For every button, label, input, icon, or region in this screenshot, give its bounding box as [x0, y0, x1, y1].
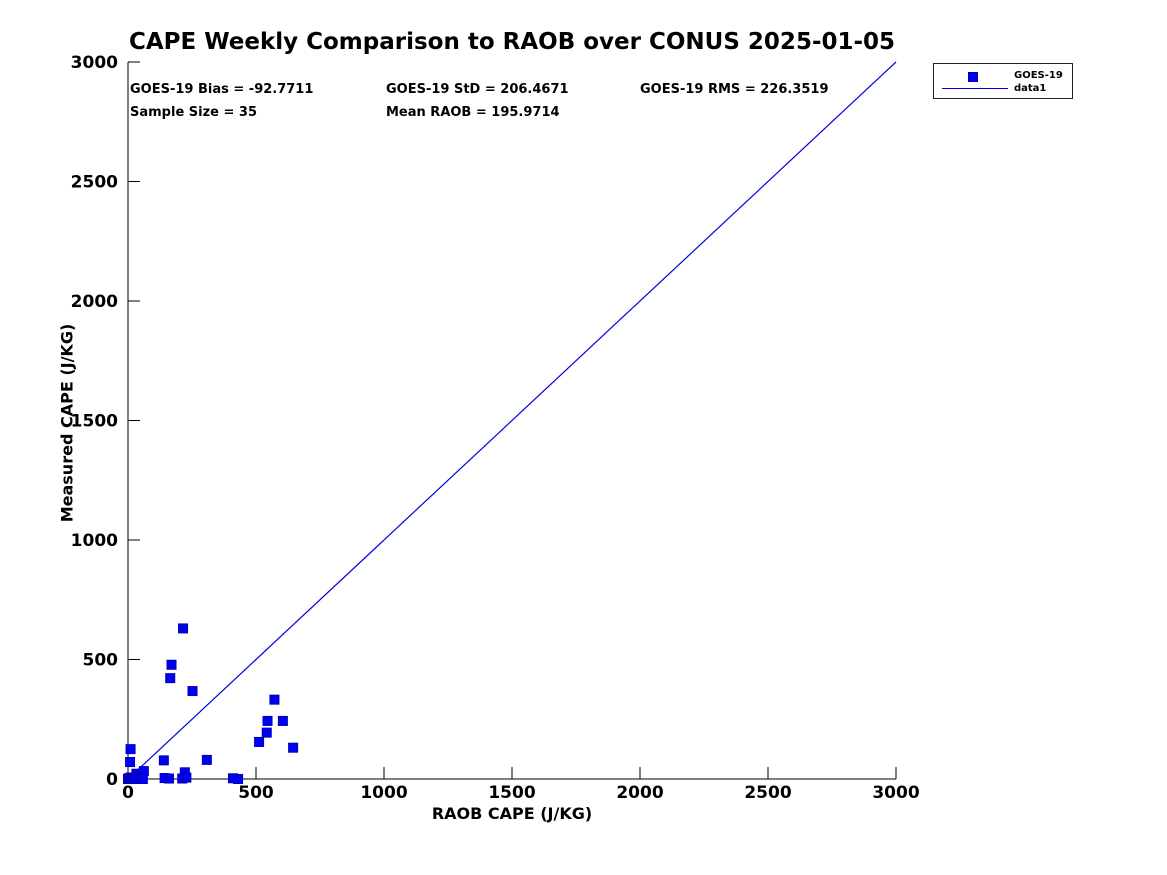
data-point-marker — [125, 744, 136, 755]
stat-mean-raob: Mean RAOB = 195.9714 — [386, 105, 560, 120]
data-point-marker — [233, 774, 244, 784]
y-tick-label: 1000 — [71, 531, 118, 551]
legend-goes19-label: GOES-19 — [1014, 70, 1063, 81]
y-tick-label: 2000 — [71, 292, 118, 312]
data-point-marker — [181, 772, 192, 783]
data-point-marker — [158, 755, 169, 766]
data-point-marker — [166, 659, 177, 670]
legend-data1-label: data1 — [1014, 83, 1047, 94]
data-point-marker — [269, 694, 280, 705]
stat-bias: GOES-19 Bias = -92.7711 — [130, 82, 314, 97]
legend-line-icon — [942, 88, 1008, 89]
data-point-marker — [137, 774, 148, 784]
x-tick-label: 1500 — [488, 783, 535, 803]
data-point-marker — [288, 742, 299, 753]
data-point-marker — [201, 754, 212, 765]
data-point-marker — [187, 686, 198, 697]
x-tick-label: 0 — [122, 783, 134, 803]
y-tick-label: 500 — [83, 651, 119, 671]
x-tick-label: 3000 — [872, 783, 919, 803]
legend: GOES-19 data1 — [933, 63, 1073, 99]
data-point-marker — [261, 727, 272, 738]
stat-std: GOES-19 StD = 206.4671 — [386, 82, 569, 97]
data-point-marker — [277, 715, 288, 726]
data-point-marker — [125, 757, 136, 768]
data-point-marker — [254, 736, 265, 747]
data-point-marker — [262, 715, 273, 726]
data-point-marker — [178, 623, 189, 634]
stat-sample-size: Sample Size = 35 — [130, 105, 258, 120]
x-tick-label: 2500 — [744, 783, 791, 803]
x-tick-label: 2000 — [616, 783, 663, 803]
y-tick-label: 3000 — [71, 53, 118, 73]
identity-line — [127, 61, 897, 780]
x-tick-label: 500 — [238, 783, 274, 803]
y-tick-label: 1500 — [71, 412, 118, 432]
y-tick-label: 2500 — [71, 173, 118, 193]
y-tick-label: 0 — [106, 770, 118, 790]
y-axis-label: Measured CAPE (J/KG) — [57, 323, 77, 523]
legend-square-marker-icon — [968, 72, 978, 82]
chart-title: CAPE Weekly Comparison to RAOB over CONU… — [128, 29, 896, 55]
data-point-marker — [163, 773, 174, 784]
x-axis-label: RAOB CAPE (J/KG) — [431, 804, 593, 823]
stat-rms: GOES-19 RMS = 226.3519 — [640, 82, 829, 97]
data-point-marker — [165, 673, 176, 684]
x-tick-label: 1000 — [360, 783, 407, 803]
